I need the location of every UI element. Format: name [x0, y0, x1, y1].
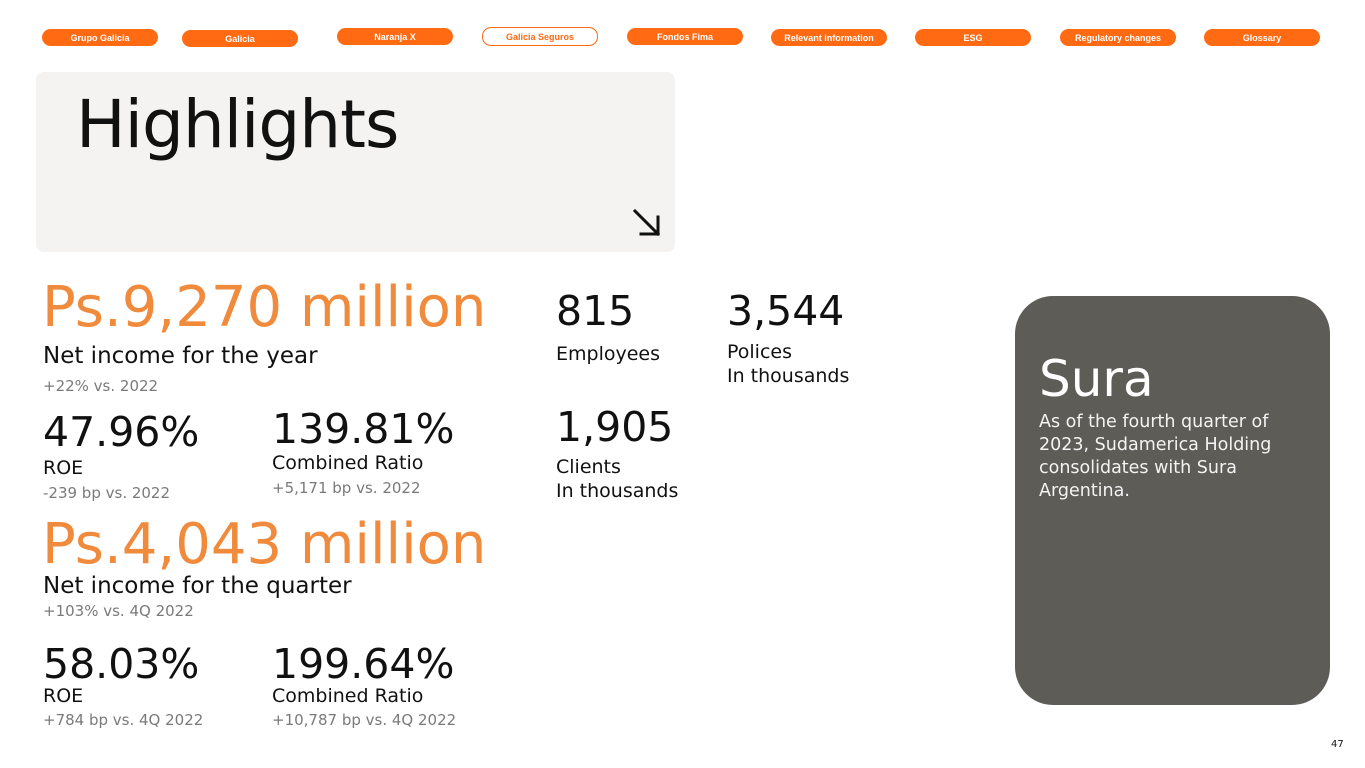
combined-ratio-quarter-change: +10,787 bp vs. 4Q 2022 [272, 711, 457, 729]
clients-value: 1,905 [556, 403, 674, 451]
net-income-year-change: +22% vs. 2022 [43, 377, 159, 395]
roe-quarter-value: 58.03% [43, 640, 200, 688]
sura-description: As of the fourth quarter of 2023, Sudame… [1039, 412, 1272, 501]
nav-tab-galicia[interactable]: Galicia [182, 30, 298, 47]
net-income-quarter-label: Net income for the quarter [43, 573, 352, 599]
combined-ratio-quarter-value: 199.64% [272, 640, 455, 688]
net-income-year-label: Net income for the year [43, 343, 318, 369]
roe-year-label: ROE [43, 457, 84, 479]
clients-label: Clients [556, 456, 621, 478]
nav-tab-glossary[interactable]: Glossary [1204, 29, 1320, 46]
net-income-quarter-change: +103% vs. 4Q 2022 [43, 602, 194, 620]
polices-value: 3,544 [727, 287, 845, 335]
nav-tab-esg[interactable]: ESG [915, 29, 1031, 46]
nav-tab-galicia-seguros[interactable]: Galicia Seguros [482, 27, 598, 46]
roe-quarter-change: +784 bp vs. 4Q 2022 [43, 711, 204, 729]
combined-ratio-year-value: 139.81% [272, 405, 455, 453]
roe-quarter-label: ROE [43, 685, 84, 707]
nav-tab-relevant-information[interactable]: Relevant information [771, 29, 887, 46]
sura-info-card: Sura As of the fourth quarter of 2023, S… [1015, 296, 1330, 705]
net-income-year-value: Ps.9,270 million [42, 275, 487, 340]
net-income-quarter-value: Ps.4,043 million [42, 512, 487, 577]
roe-year-change: -239 bp vs. 2022 [43, 484, 171, 502]
polices-unit-label: In thousands [727, 365, 850, 387]
combined-ratio-quarter-label: Combined Ratio [272, 685, 424, 707]
nav-tab-regulatory-changes[interactable]: Regulatory changes [1060, 29, 1176, 46]
page-number: 47 [1331, 739, 1344, 750]
nav-tab-naranja-x[interactable]: Naranja X [337, 28, 453, 45]
employees-value: 815 [556, 287, 635, 335]
roe-year-value: 47.96% [43, 408, 200, 456]
polices-label: Polices [727, 341, 792, 363]
nav-tab-grupo-galicia[interactable]: Grupo Galicia [42, 29, 158, 46]
employees-label: Employees [556, 343, 660, 365]
clients-unit-label: In thousands [556, 480, 679, 502]
nav-tab-fondos-fima[interactable]: Fondos Fima [627, 28, 743, 45]
combined-ratio-year-change: +5,171 bp vs. 2022 [272, 479, 421, 497]
sura-title: Sura [1039, 350, 1154, 408]
arrow-down-right-icon [632, 208, 661, 237]
page-title: Highlights [76, 86, 399, 163]
combined-ratio-year-label: Combined Ratio [272, 452, 424, 474]
title-card: Highlights [36, 72, 675, 252]
